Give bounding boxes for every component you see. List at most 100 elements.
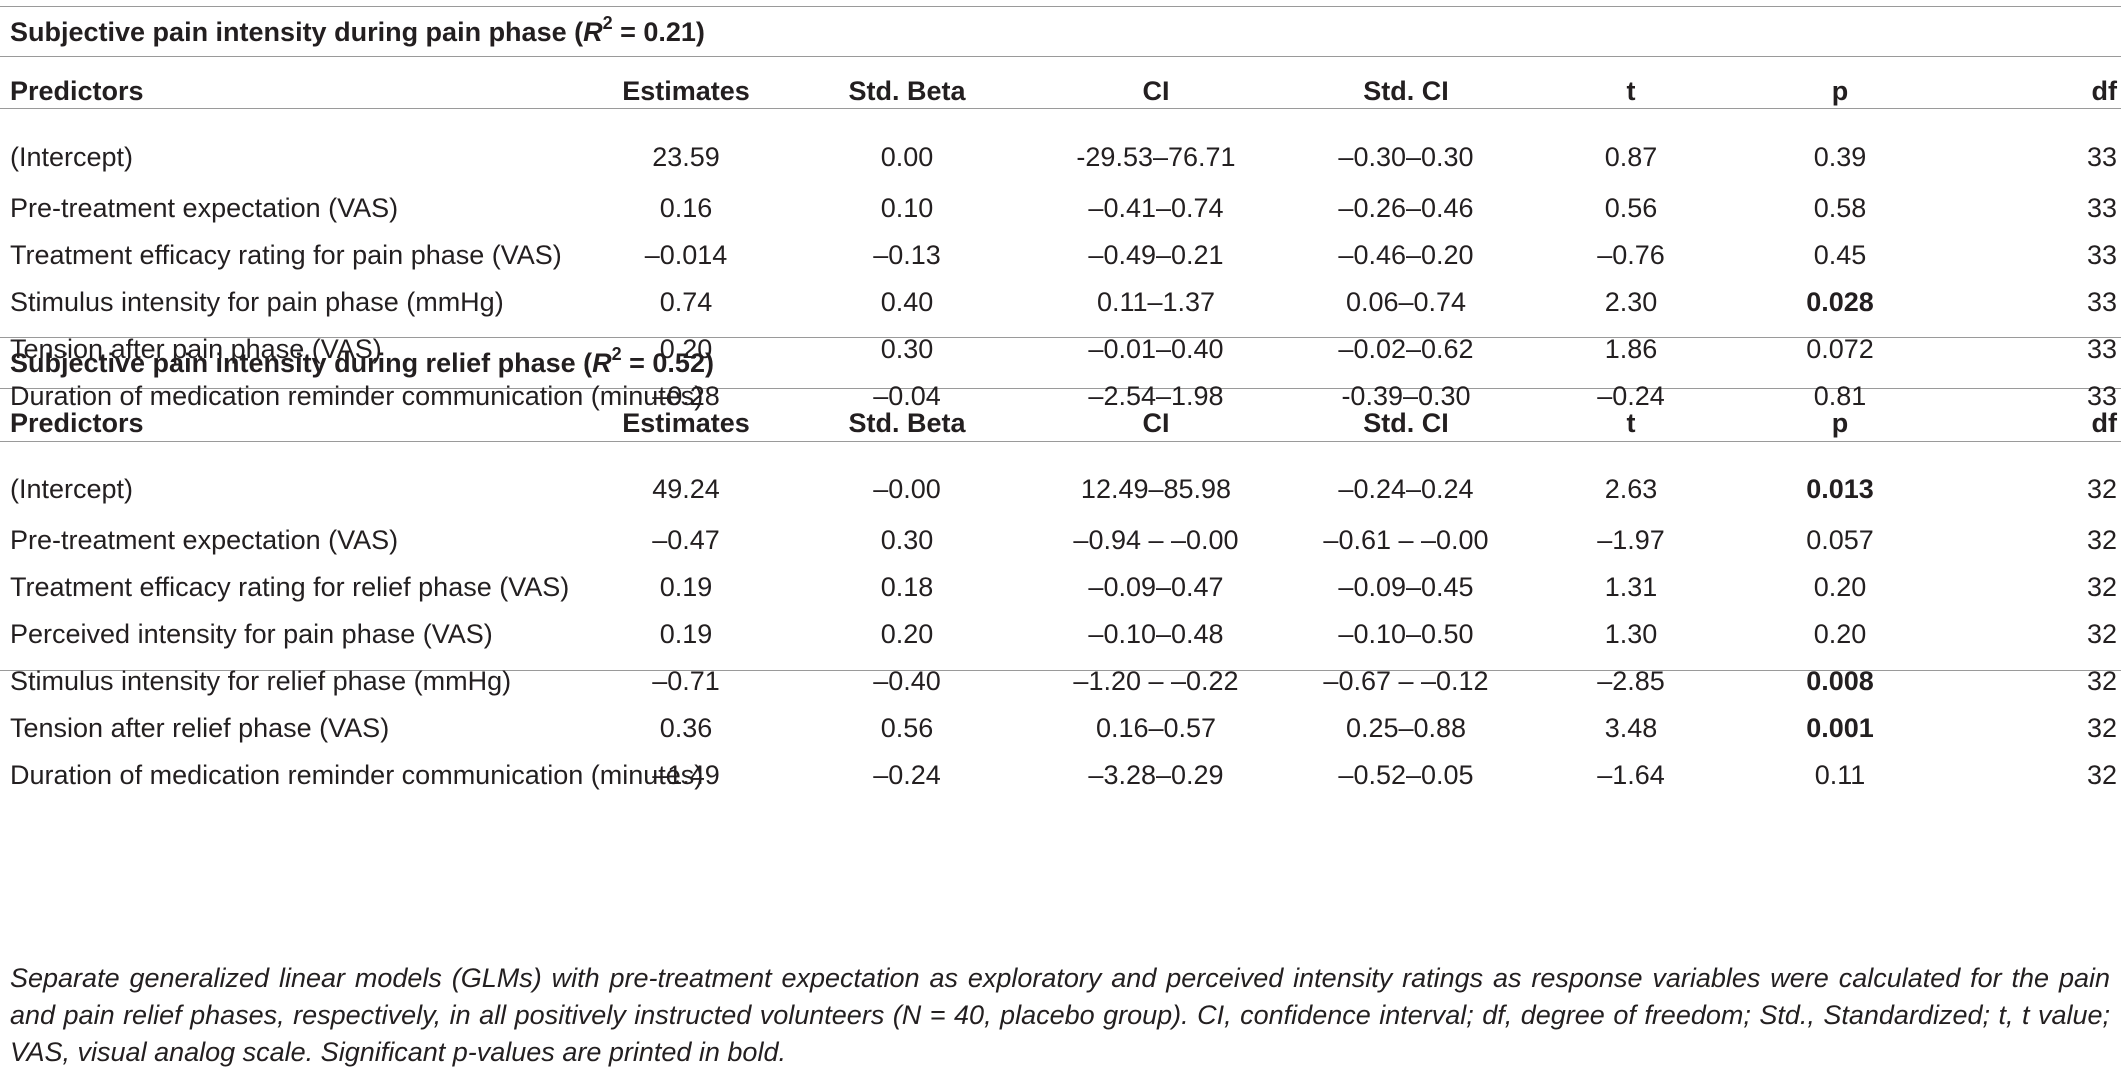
p-value-cell: 0.81 bbox=[1813, 380, 1867, 411]
header-df: df bbox=[2091, 408, 2117, 438]
p-value-cell: 0.20 bbox=[1813, 618, 1867, 649]
p-value-cell: 0.008 bbox=[1806, 665, 1874, 696]
df-cell: 33 bbox=[2086, 192, 2117, 223]
t-cell: –2.85 bbox=[1597, 665, 1665, 696]
p-value-cell: 0.013 bbox=[1806, 474, 1874, 504]
t-cell: 2.63 bbox=[1604, 474, 1658, 504]
ci-cell: –0.01–0.40 bbox=[1088, 333, 1224, 364]
t-cell: –1.97 bbox=[1597, 524, 1665, 555]
estimate-cell: 49.24 bbox=[652, 474, 720, 504]
t-cell: 2.30 bbox=[1604, 286, 1658, 317]
std-beta-cell: 0.20 bbox=[880, 618, 934, 649]
table-row: Pre-treatment expectation (VAS) –0.47 0.30… bbox=[0, 516, 2121, 563]
section1-table: Predictors Estimates Std. Beta CI Std. C… bbox=[0, 58, 2121, 419]
t-cell: 0.56 bbox=[1604, 192, 1658, 223]
estimate-cell: 0.19 bbox=[659, 571, 713, 602]
df-cell: 33 bbox=[2086, 380, 2117, 411]
ci-cell: 0.16–0.57 bbox=[1095, 712, 1217, 743]
table-row: Stimulus intensity for pain phase (mmHg)… bbox=[0, 278, 2121, 325]
std-ci-cell: 0.25–0.88 bbox=[1345, 712, 1467, 743]
section2-header-rule bbox=[0, 441, 2121, 442]
std-ci-cell: –0.02–0.62 bbox=[1338, 333, 1474, 364]
estimate-cell: 0.36 bbox=[659, 712, 713, 743]
predictor-cell: Treatment efficacy rating for relief pha… bbox=[10, 571, 570, 602]
ci-cell: –0.10–0.48 bbox=[1088, 618, 1224, 649]
estimate-cell: 0.19 bbox=[659, 618, 713, 649]
table-row: Pre-treatment expectation (VAS) 0.16 0.10 –… bbox=[0, 184, 2121, 231]
header-std-beta: Std. Beta bbox=[848, 408, 966, 438]
section2-title-rule bbox=[0, 337, 2121, 338]
df-cell: 32 bbox=[2086, 759, 2117, 790]
header-p: p bbox=[1831, 76, 1849, 106]
table-row: Treatment efficacy rating for pain phase… bbox=[0, 231, 2121, 278]
df-cell: 32 bbox=[2086, 665, 2117, 696]
ci-cell: –0.49–0.21 bbox=[1088, 239, 1224, 270]
table-row: Duration of medication reminder communic… bbox=[0, 372, 2121, 419]
std-ci-cell: -0.39–0.30 bbox=[1341, 380, 1471, 411]
estimate-cell: –1.49 bbox=[652, 759, 720, 790]
table-row: Stimulus intensity for relief phase (mmH… bbox=[0, 657, 2121, 704]
ci-cell: –1.20 – –0.22 bbox=[1073, 665, 1239, 696]
r-value: = 0.21) bbox=[612, 17, 705, 47]
t-cell: 1.31 bbox=[1604, 571, 1658, 602]
header-predictors: Predictors bbox=[10, 76, 144, 106]
std-ci-cell: –0.30–0.30 bbox=[1338, 142, 1474, 172]
section2-table: Predictors Estimates Std. Beta CI Std. C… bbox=[0, 390, 2121, 798]
std-ci-cell: –0.24–0.24 bbox=[1338, 474, 1474, 504]
predictor-cell: Tension after relief phase (VAS) bbox=[10, 712, 390, 743]
r-value: = 0.52) bbox=[621, 348, 714, 378]
ci-cell: –3.28–0.29 bbox=[1088, 759, 1224, 790]
std-beta-cell: 0.10 bbox=[880, 192, 934, 223]
header-t: t bbox=[1626, 408, 1636, 438]
p-value-cell: 0.028 bbox=[1806, 286, 1874, 317]
predictor-cell: (Intercept) bbox=[10, 142, 134, 172]
header-ci: CI bbox=[1142, 408, 1170, 438]
section1-header-row: Predictors Estimates Std. Beta CI Std. C… bbox=[0, 58, 2121, 124]
df-cell: 33 bbox=[2086, 286, 2117, 317]
std-beta-cell: –0.04 bbox=[873, 380, 941, 411]
section2-title: Subjective pain intensity during relief … bbox=[10, 344, 714, 379]
estimate-cell: –0.47 bbox=[652, 524, 720, 555]
r-exponent: 2 bbox=[611, 344, 622, 364]
std-ci-cell: –0.52–0.05 bbox=[1338, 759, 1474, 790]
section2-title-bottom-rule bbox=[0, 388, 2121, 389]
df-cell: 32 bbox=[2086, 524, 2117, 555]
t-cell: –1.64 bbox=[1597, 759, 1665, 790]
section2-title-text: Subjective pain intensity during relief … bbox=[10, 348, 593, 378]
std-ci-cell: –0.26–0.46 bbox=[1338, 192, 1474, 223]
table-row: (Intercept) 23.59 0.00 -29.53–76.71 –0.30–0.… bbox=[0, 124, 2121, 184]
t-cell: 1.86 bbox=[1604, 333, 1658, 364]
r-symbol: R bbox=[592, 348, 612, 378]
r-exponent: 2 bbox=[602, 13, 613, 33]
predictor-cell: Duration of medication reminder communic… bbox=[10, 380, 704, 411]
estimate-cell: 23.59 bbox=[652, 142, 720, 172]
std-ci-cell: –0.46–0.20 bbox=[1338, 239, 1474, 270]
ci-cell: -29.53–76.71 bbox=[1076, 142, 1236, 172]
predictor-cell: Pre-treatment expectation (VAS) bbox=[10, 524, 399, 555]
ci-cell: –0.09–0.47 bbox=[1088, 571, 1224, 602]
bottom-rule bbox=[0, 670, 2121, 671]
p-value-cell: 0.057 bbox=[1806, 524, 1874, 555]
df-cell: 33 bbox=[2086, 239, 2117, 270]
header-std-ci: Std. CI bbox=[1363, 408, 1449, 438]
std-ci-cell: –0.67 – –0.12 bbox=[1323, 665, 1489, 696]
predictor-cell: Duration of medication reminder communic… bbox=[10, 759, 704, 790]
p-value-cell: 0.20 bbox=[1813, 571, 1867, 602]
header-std-ci: Std. CI bbox=[1363, 76, 1449, 106]
std-beta-cell: 0.30 bbox=[880, 524, 934, 555]
header-estimates: Estimates bbox=[622, 408, 750, 438]
p-value-cell: 0.072 bbox=[1806, 333, 1874, 364]
p-value-cell: 0.39 bbox=[1813, 142, 1867, 172]
std-beta-cell: 0.30 bbox=[880, 333, 934, 364]
section1-title-rule bbox=[0, 56, 2121, 57]
std-beta-cell: 0.00 bbox=[880, 142, 934, 172]
t-cell: –0.24 bbox=[1597, 380, 1665, 411]
section1-title-text: Subjective pain intensity during pain ph… bbox=[10, 17, 584, 47]
header-df: df bbox=[2091, 76, 2117, 106]
std-ci-cell: 0.06–0.74 bbox=[1345, 286, 1467, 317]
table-row: Tension after pain phase (VAS) 0.20 0.30 –0… bbox=[0, 325, 2121, 372]
header-estimates: Estimates bbox=[622, 76, 750, 106]
t-cell: 1.30 bbox=[1604, 618, 1658, 649]
estimate-cell: –0.014 bbox=[644, 239, 728, 270]
header-std-beta: Std. Beta bbox=[848, 76, 966, 106]
